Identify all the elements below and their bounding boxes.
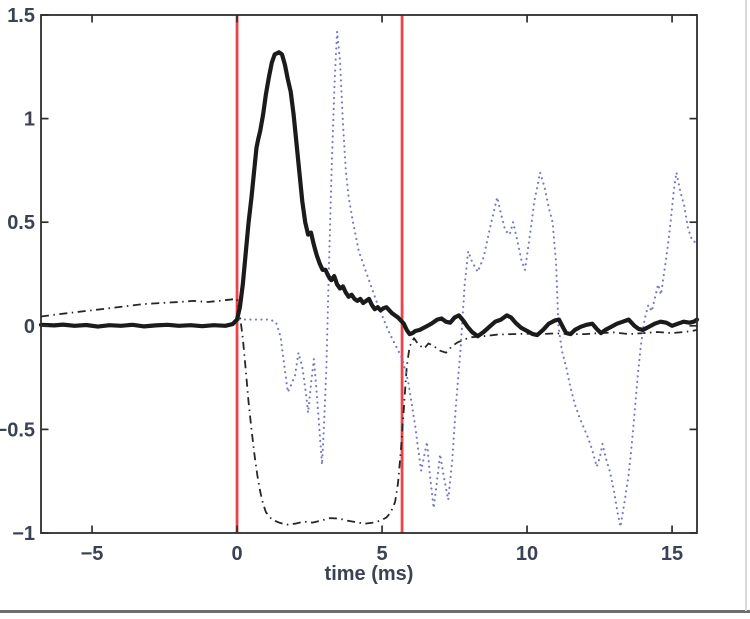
x-axis-label: time (ms) [324, 563, 414, 585]
y-tick-label: 1 [24, 109, 35, 131]
y-tick-label: 0.5 [7, 212, 35, 234]
x-tick-label: −5 [81, 543, 104, 565]
y-tick-label: 1.5 [7, 5, 35, 27]
series-dotted-blue [238, 30, 699, 528]
page-rule-bottom [0, 610, 750, 613]
y-tick-label: −0.5 [0, 419, 35, 441]
x-tick-label: 10 [516, 543, 538, 565]
axes-box [40, 14, 698, 534]
x-tick-label: 0 [231, 543, 242, 565]
x-tick-label: 15 [661, 543, 683, 565]
y-tick-label: −1 [12, 523, 35, 545]
series-thick-solid-black [38, 50, 700, 339]
y-tick-label: 0 [24, 316, 35, 338]
x-tick-label: 5 [376, 543, 387, 565]
page-rule-right [745, 0, 747, 611]
